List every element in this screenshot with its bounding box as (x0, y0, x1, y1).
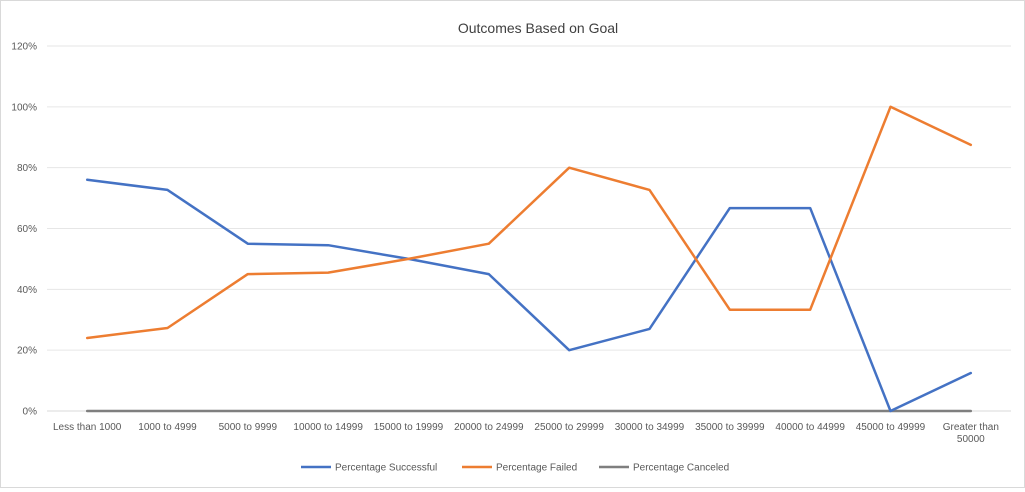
legend-label: Percentage Canceled (633, 463, 729, 474)
y-tick-label: 60% (17, 224, 37, 235)
legend-label: Percentage Successful (335, 463, 437, 474)
x-tick-label: 10000 to 14999 (293, 422, 363, 433)
gridlines (47, 46, 1011, 411)
y-tick-label: 120% (11, 42, 37, 53)
y-tick-label: 40% (17, 285, 37, 296)
x-tick-label: Less than 1000 (53, 422, 122, 433)
series-line-percentage-failed (87, 107, 971, 338)
series-line-percentage-successful (87, 180, 971, 411)
x-tick-label: 1000 to 4999 (138, 422, 197, 433)
x-tick-label: 5000 to 9999 (219, 422, 278, 433)
legend-label: Percentage Failed (496, 463, 577, 474)
y-tick-label: 0% (23, 407, 38, 418)
y-tick-label: 20% (17, 346, 37, 357)
x-tick-label: 45000 to 49999 (856, 422, 926, 433)
series-lines (87, 107, 971, 411)
x-tick-label: 30000 to 34999 (615, 422, 685, 433)
x-tick-label: 15000 to 19999 (374, 422, 444, 433)
x-tick-label: 35000 to 39999 (695, 422, 765, 433)
x-axis-ticks: Less than 1000 1000 to 4999 5000 to 9999 10… (53, 422, 999, 445)
y-axis-ticks: 0% 20% 40% 60% 80% 100% 120% (11, 42, 37, 418)
x-tick-label: 40000 to 44999 (775, 422, 845, 433)
x-tick-label: 20000 to 24999 (454, 422, 524, 433)
y-tick-label: 80% (17, 163, 37, 174)
chart-title: Outcomes Based on Goal (458, 20, 618, 36)
y-tick-label: 100% (11, 102, 37, 113)
legend: Percentage Successful Percentage Failed Pe… (301, 463, 729, 474)
x-tick-label: 25000 to 29999 (534, 422, 604, 433)
